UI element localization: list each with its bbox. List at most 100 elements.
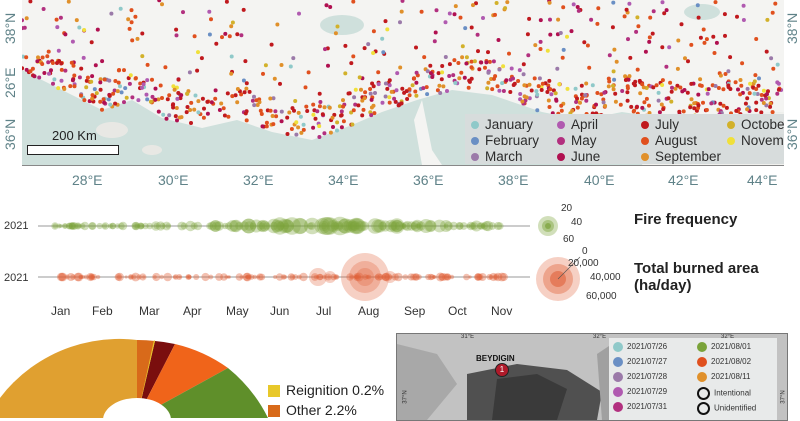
area-bubble (354, 272, 364, 282)
inset-lon-32e-b: 32°E (721, 334, 735, 340)
inset-legend-label: Intentional (714, 388, 751, 398)
area-bubble (248, 274, 255, 280)
area-bubble (410, 273, 418, 281)
freq-bubble (137, 222, 145, 230)
area-bubble (153, 275, 157, 279)
area-title-unit: (ha/day) (634, 277, 692, 294)
fire-point (22, 18, 24, 23)
fire-point (289, 127, 294, 131)
fire-point (185, 105, 190, 109)
freq-bubble (319, 217, 337, 235)
area-bubble (488, 274, 494, 280)
fire-point (361, 107, 366, 112)
fire-point (192, 107, 197, 112)
fire-point (285, 132, 290, 136)
area-bubble-large (384, 271, 396, 283)
fire-point (42, 71, 47, 75)
fire-point (84, 78, 89, 83)
area-bubble (432, 275, 436, 279)
fire-point (761, 101, 766, 105)
freq-bubble (410, 222, 419, 230)
legend-june: June (557, 149, 600, 164)
fire-point (36, 55, 40, 60)
fire-point (773, 1, 778, 6)
fire-point (497, 88, 502, 93)
area-bubble (375, 273, 383, 281)
fire-point (629, 104, 634, 109)
freq-bubble (134, 223, 140, 229)
fire-point (745, 86, 750, 91)
fire-point (387, 83, 392, 88)
legend-label: June (571, 149, 601, 164)
fire-point (579, 83, 584, 88)
fire-point (504, 78, 509, 83)
fire-point (469, 25, 474, 30)
fire-point (66, 0, 71, 4)
freq-bubble (401, 223, 407, 229)
freq-bubble (350, 220, 361, 232)
fire-point (475, 32, 480, 37)
fire-point (775, 91, 780, 96)
fire-point (399, 9, 404, 14)
fire-point (239, 92, 244, 97)
fire-point (483, 65, 487, 70)
freq-bubble (180, 222, 188, 230)
fire-point (318, 100, 323, 104)
area-bubble (128, 274, 134, 280)
freq-bubble (118, 221, 128, 231)
area-bubble (64, 274, 70, 280)
inset-legend-item: 2021/07/26 (613, 342, 667, 352)
fire-point (709, 101, 714, 106)
area-bubble (356, 275, 360, 279)
fire-point (521, 62, 526, 67)
fire-point (270, 114, 275, 118)
fire-point (84, 85, 89, 90)
area-bubble-large (309, 268, 327, 286)
fire-point (430, 75, 435, 79)
fire-point (640, 82, 645, 87)
fire-point (650, 31, 655, 36)
fire-point (601, 100, 606, 105)
fire-point (77, 25, 82, 30)
fire-point (494, 1, 499, 5)
freq-size-legend-small (545, 223, 551, 229)
freq-bubble (387, 221, 397, 231)
fire-point (660, 83, 665, 87)
fire-point (739, 83, 744, 88)
freq-bubble (74, 223, 81, 229)
fire-point (160, 2, 164, 7)
fire-point (136, 98, 141, 103)
area-bubble (447, 275, 451, 279)
legend-marker (727, 121, 735, 130)
fire-point (748, 81, 753, 86)
freq-bubble (470, 222, 479, 230)
fire-point (226, 114, 231, 119)
freq-bubble (69, 222, 78, 230)
fire-point (752, 91, 757, 96)
fire-point (508, 90, 513, 94)
fire-point (102, 77, 107, 82)
fire-point (745, 107, 750, 112)
fire-point (584, 81, 589, 86)
area-bubble (131, 274, 137, 280)
area-bubble (90, 273, 97, 281)
fire-point (487, 59, 492, 64)
area-bubble (173, 275, 177, 279)
legend-label: January (485, 117, 534, 132)
lat-label-26e-left: 26°E (2, 67, 18, 98)
fire-point (79, 66, 84, 71)
fire-point (484, 60, 489, 65)
freq-bubble (359, 221, 370, 231)
area-bubble (497, 272, 507, 282)
fire-point (651, 9, 656, 14)
fire-point (341, 119, 346, 124)
fire-point (82, 98, 87, 103)
fire-point (126, 17, 131, 22)
fire-point (111, 91, 116, 96)
freq-bubble (378, 221, 387, 231)
month-aug: Aug (358, 304, 380, 318)
fire-point (558, 31, 563, 35)
area-bubble (349, 275, 354, 279)
area-bubble (239, 275, 244, 279)
fire-point (525, 32, 530, 37)
